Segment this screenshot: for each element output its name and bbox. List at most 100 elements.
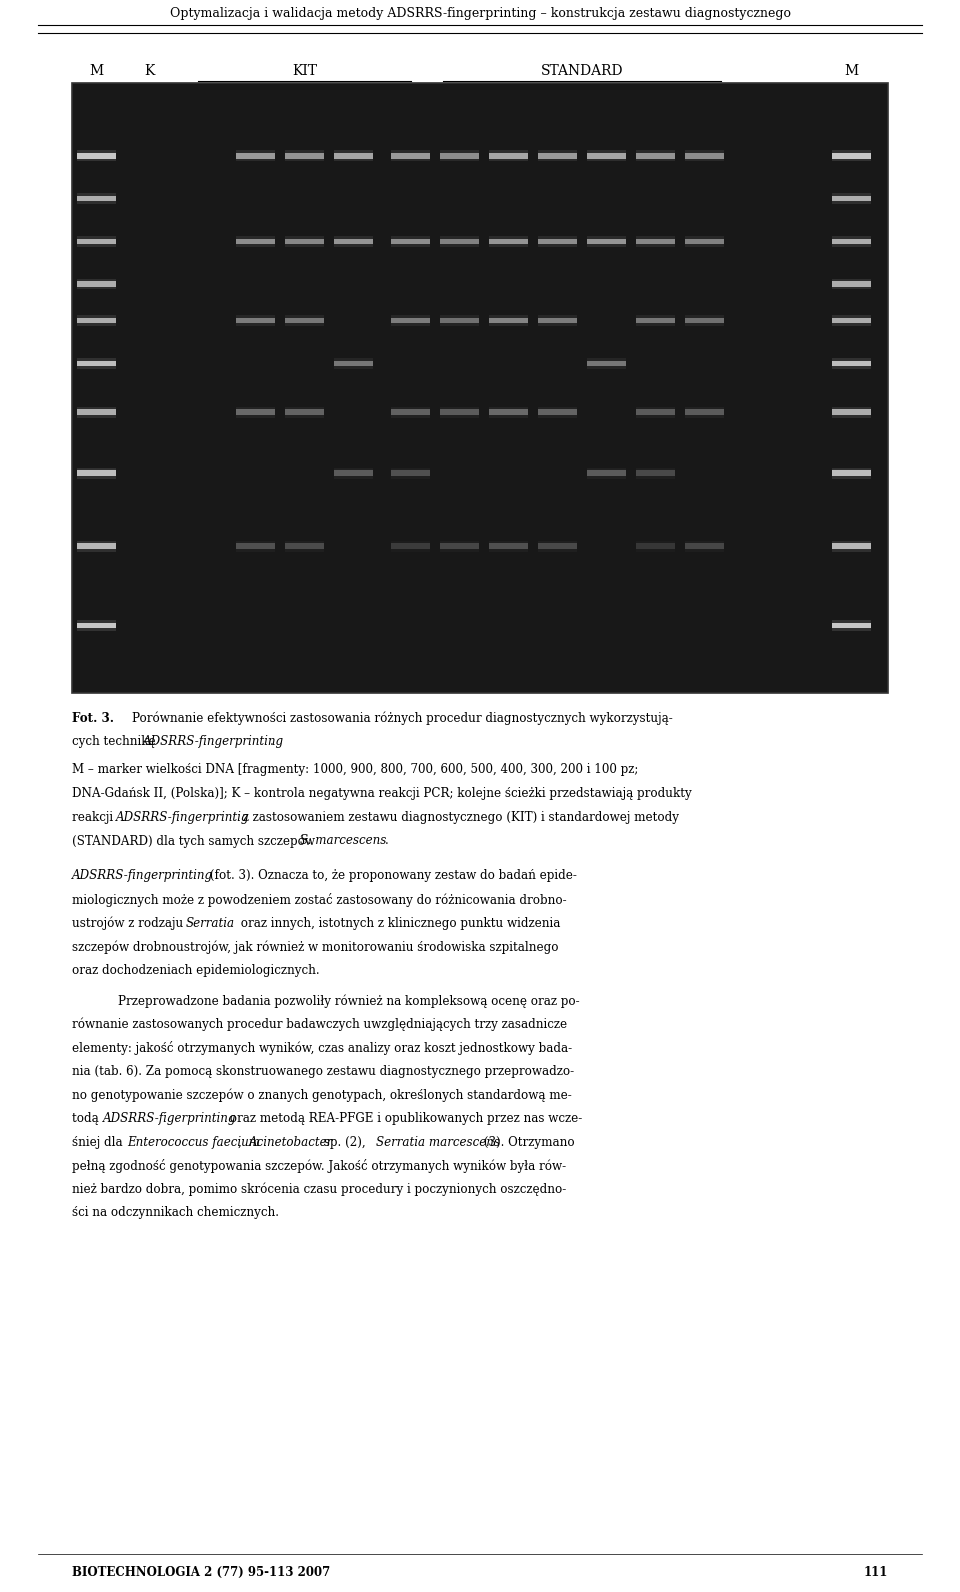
Text: S. marcescens: S. marcescens bbox=[300, 834, 387, 847]
Text: ści na odczynnikach chemicznych.: ści na odczynnikach chemicznych. bbox=[72, 1207, 279, 1219]
Bar bbox=[538, 151, 577, 161]
Bar bbox=[236, 318, 276, 323]
Bar bbox=[684, 318, 724, 323]
Bar bbox=[831, 470, 871, 476]
Bar bbox=[77, 282, 116, 287]
Bar bbox=[440, 409, 479, 416]
Bar bbox=[538, 541, 577, 552]
Text: oraz innych, istotnych z klinicznego punktu widzenia: oraz innych, istotnych z klinicznego pun… bbox=[237, 917, 561, 930]
Bar bbox=[831, 409, 871, 416]
Bar bbox=[538, 153, 577, 159]
Text: cych technikę: cych technikę bbox=[72, 736, 159, 748]
Bar bbox=[391, 470, 430, 476]
Bar bbox=[587, 151, 626, 161]
Bar bbox=[831, 236, 871, 247]
Text: ,: , bbox=[238, 1135, 245, 1149]
Bar bbox=[391, 541, 430, 552]
Bar bbox=[831, 622, 871, 629]
Text: .: . bbox=[385, 834, 389, 847]
Text: Serratia marcescens: Serratia marcescens bbox=[375, 1135, 499, 1149]
Text: Porównanie efektywności zastosowania różnych procedur diagnostycznych wykorzystu: Porównanie efektywności zastosowania róż… bbox=[132, 712, 672, 724]
Bar bbox=[831, 468, 871, 479]
Bar bbox=[77, 358, 116, 369]
Bar bbox=[77, 622, 116, 629]
Bar bbox=[831, 196, 871, 201]
Bar bbox=[285, 543, 324, 549]
Text: Optymalizacja i walidacja metody ADSRRS-fingerprinting – konstrukcja zestawu dia: Optymalizacja i walidacja metody ADSRRS-… bbox=[170, 6, 790, 21]
Bar bbox=[831, 619, 871, 630]
Bar bbox=[236, 236, 276, 247]
Bar bbox=[538, 318, 577, 323]
Bar bbox=[77, 470, 116, 476]
Bar bbox=[831, 282, 871, 287]
Bar bbox=[831, 360, 871, 366]
Bar bbox=[636, 151, 675, 161]
Bar bbox=[684, 236, 724, 247]
Bar bbox=[831, 543, 871, 549]
Bar bbox=[587, 468, 626, 479]
Text: Acinetobacter: Acinetobacter bbox=[249, 1135, 333, 1149]
Bar bbox=[636, 541, 675, 552]
Bar bbox=[587, 239, 626, 244]
Bar bbox=[236, 541, 276, 552]
Bar bbox=[538, 236, 577, 247]
Text: STANDARD: STANDARD bbox=[540, 64, 623, 78]
Bar bbox=[831, 239, 871, 244]
Bar bbox=[489, 151, 528, 161]
Bar bbox=[440, 318, 479, 323]
Text: Przeprowadzone badania pozwoliły również na kompleksową ocenę oraz po-: Przeprowadzone badania pozwoliły również… bbox=[103, 995, 579, 1008]
Text: nież bardzo dobra, pomimo skrócenia czasu procedury i poczynionych oszczędno-: nież bardzo dobra, pomimo skrócenia czas… bbox=[72, 1183, 566, 1196]
Bar bbox=[587, 153, 626, 159]
Bar bbox=[684, 315, 724, 326]
Bar bbox=[285, 236, 324, 247]
Bar bbox=[831, 318, 871, 323]
Bar bbox=[77, 239, 116, 244]
Bar bbox=[285, 541, 324, 552]
Bar bbox=[391, 468, 430, 479]
Text: ADSRRS-fingerprinting: ADSRRS-fingerprinting bbox=[72, 869, 213, 882]
Bar bbox=[236, 153, 276, 159]
Bar bbox=[391, 239, 430, 244]
Bar bbox=[334, 358, 373, 369]
Bar bbox=[684, 239, 724, 244]
Bar bbox=[334, 153, 373, 159]
Bar bbox=[636, 543, 675, 549]
Bar bbox=[684, 409, 724, 416]
Bar bbox=[489, 153, 528, 159]
Bar bbox=[391, 543, 430, 549]
Text: miologicznych może z powodzeniem zostać zastosowany do różnicowania drobno-: miologicznych może z powodzeniem zostać … bbox=[72, 893, 566, 907]
Bar bbox=[538, 543, 577, 549]
Bar bbox=[489, 239, 528, 244]
Text: sp. (2),: sp. (2), bbox=[321, 1135, 370, 1149]
Bar bbox=[77, 196, 116, 201]
Bar bbox=[334, 470, 373, 476]
Bar bbox=[684, 153, 724, 159]
Text: (3). Otrzymano: (3). Otrzymano bbox=[480, 1135, 575, 1149]
Bar bbox=[77, 318, 116, 323]
Bar bbox=[285, 406, 324, 417]
Text: z zastosowaniem zestawu diagnostycznego (KIT) i standardowej metody: z zastosowaniem zestawu diagnostycznego … bbox=[239, 810, 679, 823]
Bar bbox=[77, 193, 116, 204]
Text: szczepów drobnoustrojów, jak również w monitorowaniu środowiska szpitalnego: szczepów drobnoustrojów, jak również w m… bbox=[72, 941, 559, 954]
Text: todą: todą bbox=[72, 1113, 103, 1126]
Text: no genotypowanie szczepów o znanych genotypach, określonych standardową me-: no genotypowanie szczepów o znanych geno… bbox=[72, 1089, 572, 1102]
Text: ustrojów z rodzaju: ustrojów z rodzaju bbox=[72, 917, 187, 930]
Bar bbox=[391, 406, 430, 417]
Bar bbox=[489, 543, 528, 549]
Text: M – marker wielkości DNA [fragmenty: 1000, 900, 800, 700, 600, 500, 400, 300, 20: M – marker wielkości DNA [fragmenty: 100… bbox=[72, 764, 638, 777]
Bar bbox=[77, 543, 116, 549]
Bar bbox=[440, 151, 479, 161]
Bar bbox=[440, 541, 479, 552]
Bar bbox=[684, 406, 724, 417]
Bar bbox=[831, 315, 871, 326]
Bar bbox=[440, 315, 479, 326]
Bar bbox=[236, 543, 276, 549]
Bar bbox=[636, 468, 675, 479]
Bar bbox=[538, 239, 577, 244]
Bar bbox=[636, 153, 675, 159]
Text: elementy: jakość otrzymanych wyników, czas analizy oraz koszt jednostkowy bada-: elementy: jakość otrzymanych wyników, cz… bbox=[72, 1041, 572, 1055]
Bar bbox=[285, 153, 324, 159]
Text: Serratia: Serratia bbox=[185, 917, 234, 930]
Text: DNA-Gdańsk II, (Polska)]; K – kontrola negatywna reakcji PCR; kolejne ścieżki pr: DNA-Gdańsk II, (Polska)]; K – kontrola n… bbox=[72, 786, 692, 801]
Text: równanie zastosowanych procedur badawczych uwzględniających trzy zasadnicze: równanie zastosowanych procedur badawczy… bbox=[72, 1017, 567, 1032]
